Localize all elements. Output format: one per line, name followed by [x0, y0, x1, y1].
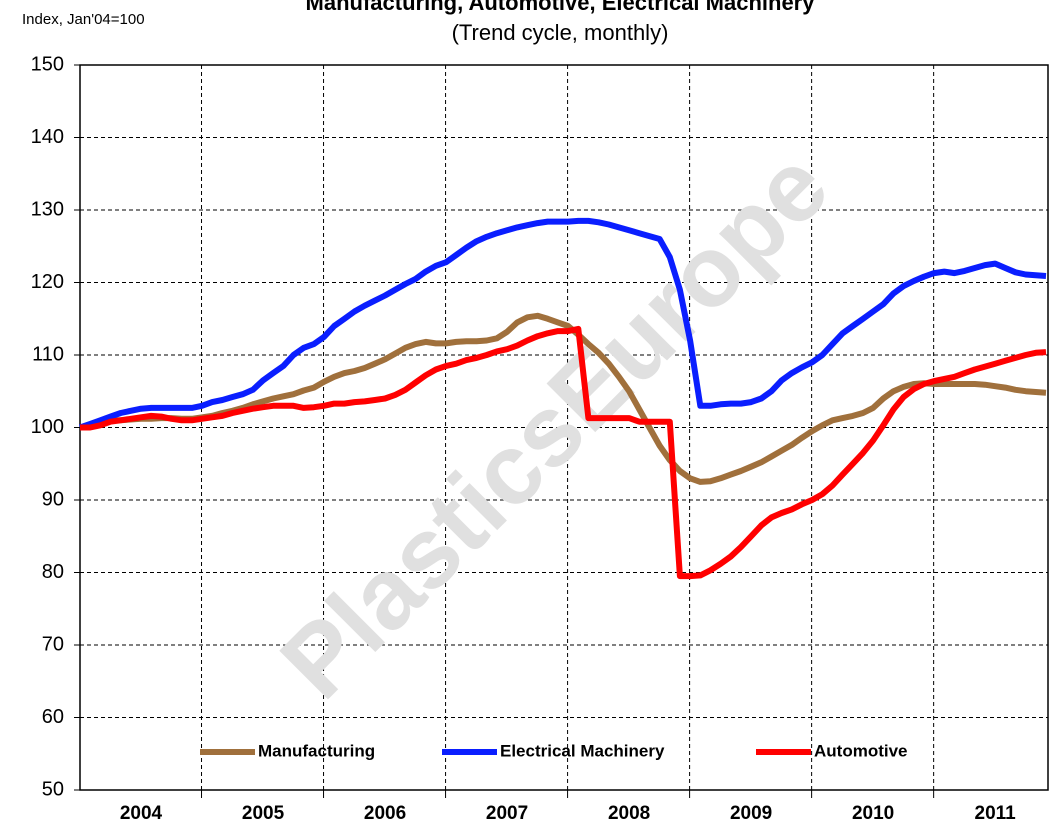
y-axis-label: Index, Jan'04=100 [22, 11, 145, 28]
y-tick-label: 140 [31, 126, 64, 148]
x-tick-label: 2006 [364, 803, 406, 824]
watermark: PlasticsEurope [260, 130, 850, 720]
x-tick-label: 2010 [852, 803, 894, 824]
chart-title: Manufacturing, Automotive, Electrical Ma… [306, 0, 816, 15]
y-tick-label: 80 [42, 561, 64, 583]
legend-label: Manufacturing [258, 741, 375, 760]
legend-label: Electrical Machinery [500, 741, 665, 760]
y-tick-label: 50 [42, 778, 64, 800]
series-line [79, 217, 1047, 431]
x-tick-label: 2004 [120, 803, 163, 824]
y-tick-label: 110 [32, 343, 64, 365]
chart-subtitle: (Trend cycle, monthly) [452, 20, 669, 45]
legend-label: Automotive [814, 741, 908, 760]
y-tick-label: 120 [31, 271, 64, 293]
y-tick-label: 60 [42, 706, 64, 728]
x-tick-label: 2007 [486, 803, 528, 824]
x-tick-label: 2011 [975, 803, 1017, 824]
x-tick-label: 2009 [730, 803, 772, 824]
x-tick-label: 2008 [608, 803, 650, 824]
y-tick-label: 70 [42, 633, 64, 655]
y-tick-label: 90 [42, 488, 64, 510]
x-tick-label: 2005 [242, 803, 285, 824]
y-tick-label: 130 [31, 198, 64, 220]
y-tick-label: 150 [31, 53, 64, 75]
y-tick-label: 100 [31, 416, 64, 438]
series-line [80, 325, 1047, 580]
